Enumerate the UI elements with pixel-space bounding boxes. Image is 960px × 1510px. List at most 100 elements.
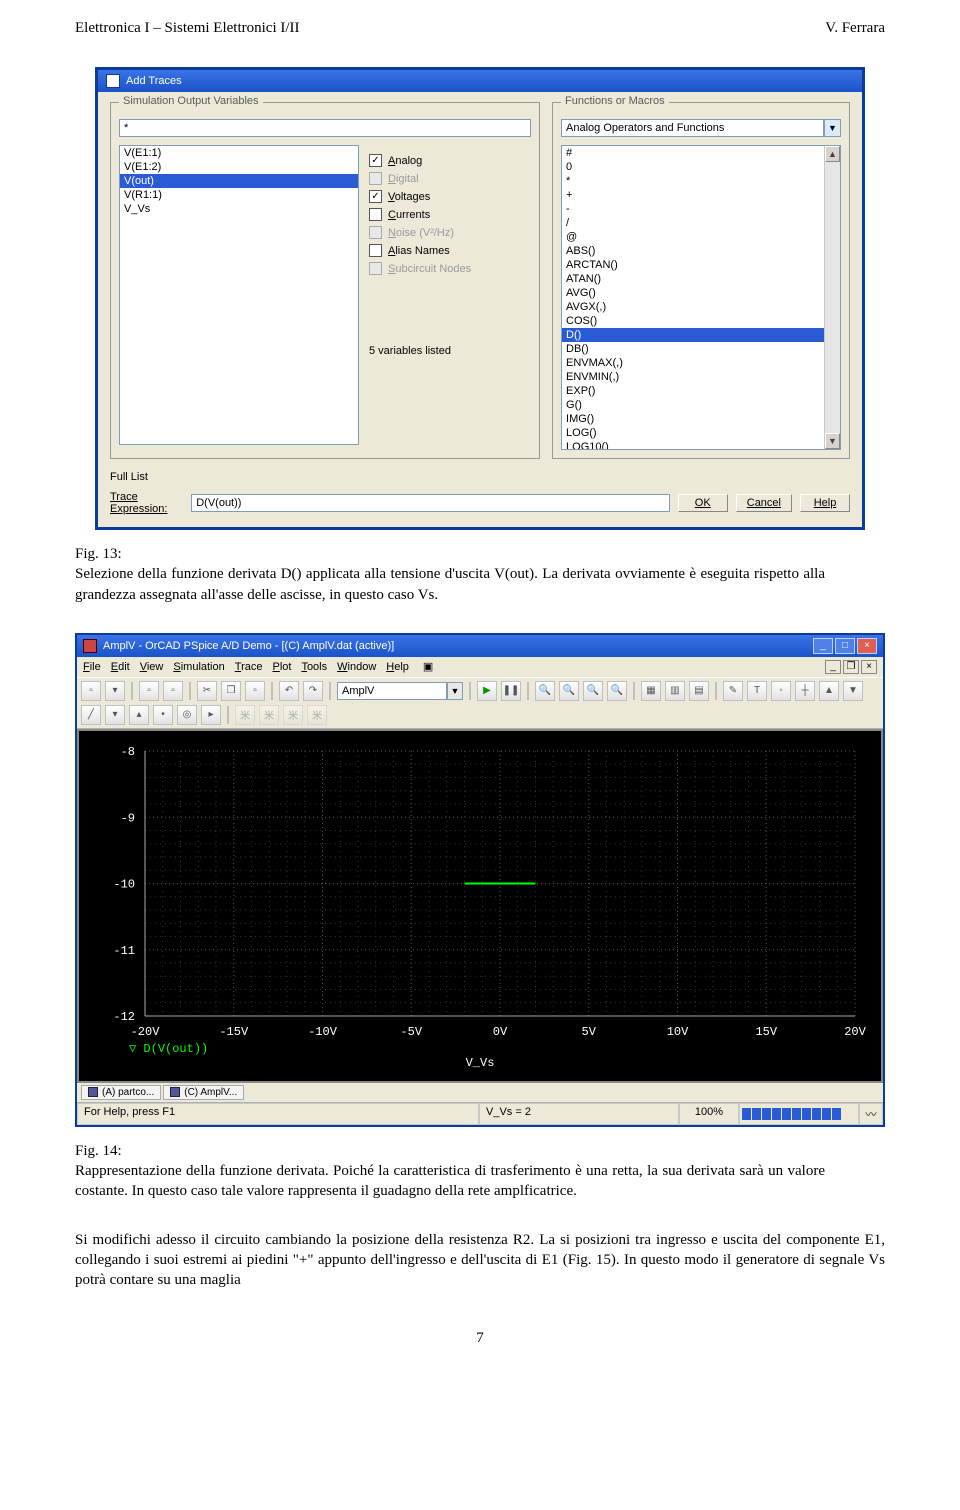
tb-zoom-area-icon[interactable]: 🔍 [583, 681, 603, 701]
variables-listbox[interactable]: V(E1:1)V(E1:2)V(out)V(R1:1)V_Vs [119, 145, 359, 445]
tb-misc3-icon[interactable]: 米 [283, 705, 303, 725]
functions-category-dropdown[interactable] [561, 119, 824, 137]
variable-item[interactable]: V(out) [120, 174, 358, 188]
menu-item[interactable]: Tools [301, 661, 327, 673]
tb-cut-icon[interactable]: ✂ [197, 681, 217, 701]
function-item[interactable]: LOG() [562, 426, 840, 440]
profile-dropdown-arrow[interactable]: ▼ [447, 682, 463, 700]
trace-expression-input[interactable] [191, 494, 670, 512]
checkbox[interactable] [369, 244, 382, 257]
function-item[interactable]: DB() [562, 342, 840, 356]
tb-zoom-fit-icon[interactable]: 🔍 [607, 681, 627, 701]
menu-item[interactable]: Edit [111, 661, 130, 673]
tb-marker-icon[interactable]: ◦ [771, 681, 791, 701]
mdi-close[interactable]: × [861, 660, 877, 674]
close-button[interactable]: × [857, 638, 877, 654]
function-item[interactable]: * [562, 174, 840, 188]
tb-search-icon[interactable]: ◎ [177, 705, 197, 725]
checkbox[interactable] [369, 208, 382, 221]
minimize-button[interactable]: _ [813, 638, 833, 654]
tb-text-icon[interactable]: T [747, 681, 767, 701]
function-item[interactable]: ATAN() [562, 272, 840, 286]
pspice-titlebar[interactable]: AmplV - OrCAD PSpice A/D Demo - [(C) Amp… [77, 635, 883, 657]
plot-area[interactable]: -20V-15V-10V-5V0V5V10V15V20V-12-11-10-9-… [79, 731, 881, 1081]
function-item[interactable]: EXP() [562, 384, 840, 398]
function-item[interactable]: @ [562, 230, 840, 244]
functions-listbox[interactable]: #0*+-/@ABS()ARCTAN()ATAN()AVG()AVGX(,)CO… [561, 145, 841, 450]
menu-item[interactable]: Help [386, 661, 409, 673]
variable-item[interactable]: V(E1:1) [120, 146, 358, 160]
tb-paste-icon[interactable]: ▫ [245, 681, 265, 701]
function-item[interactable]: G() [562, 398, 840, 412]
tb-save-icon[interactable]: ▫ [139, 681, 159, 701]
tb-open-icon[interactable]: ▾ [105, 681, 125, 701]
function-item[interactable]: AVG() [562, 286, 840, 300]
filter-checkbox-row[interactable]: Alias Names [369, 244, 514, 257]
function-item[interactable]: # [562, 146, 840, 160]
document-tab[interactable]: (A) partco... [81, 1085, 161, 1100]
function-item[interactable]: ENVMIN(,) [562, 370, 840, 384]
tb-point-icon[interactable]: • [153, 705, 173, 725]
function-item[interactable]: ENVMAX(,) [562, 356, 840, 370]
ok-button[interactable]: OK [678, 494, 728, 512]
tb-redo-icon[interactable]: ↷ [303, 681, 323, 701]
tb-misc1-icon[interactable]: 米 [235, 705, 255, 725]
tb-cursor-icon[interactable]: ┼ [795, 681, 815, 701]
dropdown-arrow[interactable]: ▼ [824, 119, 841, 137]
tb-max-icon[interactable]: ▴ [129, 705, 149, 725]
filter-checkbox-row[interactable]: Analog [369, 154, 514, 167]
function-item[interactable]: IMG() [562, 412, 840, 426]
menu-item[interactable]: File [83, 661, 101, 673]
cancel-button[interactable]: Cancel [736, 494, 792, 512]
scroll-up-arrow[interactable]: ▲ [825, 146, 840, 162]
tb-misc4-icon[interactable]: 米 [307, 705, 327, 725]
tb-slope-icon[interactable]: ╱ [81, 705, 101, 725]
function-item[interactable]: ABS() [562, 244, 840, 258]
document-tab[interactable]: (C) AmplV... [163, 1085, 244, 1100]
menu-item[interactable]: Plot [272, 661, 291, 673]
dialog-titlebar[interactable]: Add Traces [98, 70, 862, 92]
filter-checkbox-row[interactable]: Currents [369, 208, 514, 221]
help-chip-icon[interactable]: ▣ [423, 661, 433, 673]
variable-item[interactable]: V(E1:2) [120, 160, 358, 174]
variable-item[interactable]: V(R1:1) [120, 188, 358, 202]
tb-zoom-in-icon[interactable]: 🔍 [535, 681, 555, 701]
function-item[interactable]: COS() [562, 314, 840, 328]
tb-print-icon[interactable]: ▫ [163, 681, 183, 701]
variable-filter-input[interactable] [119, 119, 531, 137]
tb-misc2-icon[interactable]: 米 [259, 705, 279, 725]
function-item[interactable]: D() [562, 328, 840, 342]
tb-eval-icon[interactable]: ✎ [723, 681, 743, 701]
tb-run-icon[interactable]: ▶ [477, 681, 497, 701]
menu-item[interactable]: Window [337, 661, 376, 673]
function-item[interactable]: ARCTAN() [562, 258, 840, 272]
function-item[interactable]: / [562, 216, 840, 230]
filter-checkbox-row[interactable]: Voltages [369, 190, 514, 203]
tb-perf-icon[interactable]: ▤ [689, 681, 709, 701]
tb-min-icon[interactable]: ▾ [105, 705, 125, 725]
maximize-button[interactable]: □ [835, 638, 855, 654]
checkbox[interactable] [369, 154, 382, 167]
tb-fft-icon[interactable]: ▥ [665, 681, 685, 701]
scroll-down-arrow[interactable]: ▼ [825, 433, 840, 449]
function-item[interactable]: AVGX(,) [562, 300, 840, 314]
menu-item[interactable]: View [140, 661, 164, 673]
menu-item[interactable]: Simulation [173, 661, 224, 673]
profile-dropdown[interactable] [337, 682, 447, 700]
tb-next-icon[interactable]: ▸ [201, 705, 221, 725]
tb-pause-icon[interactable]: ❚❚ [501, 681, 521, 701]
menu-item[interactable]: Trace [235, 661, 263, 673]
function-item[interactable]: LOG10() [562, 440, 840, 450]
functions-scrollbar[interactable]: ▲ ▼ [824, 146, 840, 449]
tb-new-icon[interactable]: ▫ [81, 681, 101, 701]
function-item[interactable]: 0 [562, 160, 840, 174]
tb-copy-icon[interactable]: ❐ [221, 681, 241, 701]
tb-log-icon[interactable]: ▦ [641, 681, 661, 701]
tb-zoom-out-icon[interactable]: 🔍 [559, 681, 579, 701]
mdi-restore[interactable]: ❐ [843, 660, 859, 674]
mdi-minimize[interactable]: _ [825, 660, 841, 674]
function-item[interactable]: - [562, 202, 840, 216]
tb-undo-icon[interactable]: ↶ [279, 681, 299, 701]
tb-trough-icon[interactable]: ▼ [843, 681, 863, 701]
checkbox[interactable] [369, 190, 382, 203]
